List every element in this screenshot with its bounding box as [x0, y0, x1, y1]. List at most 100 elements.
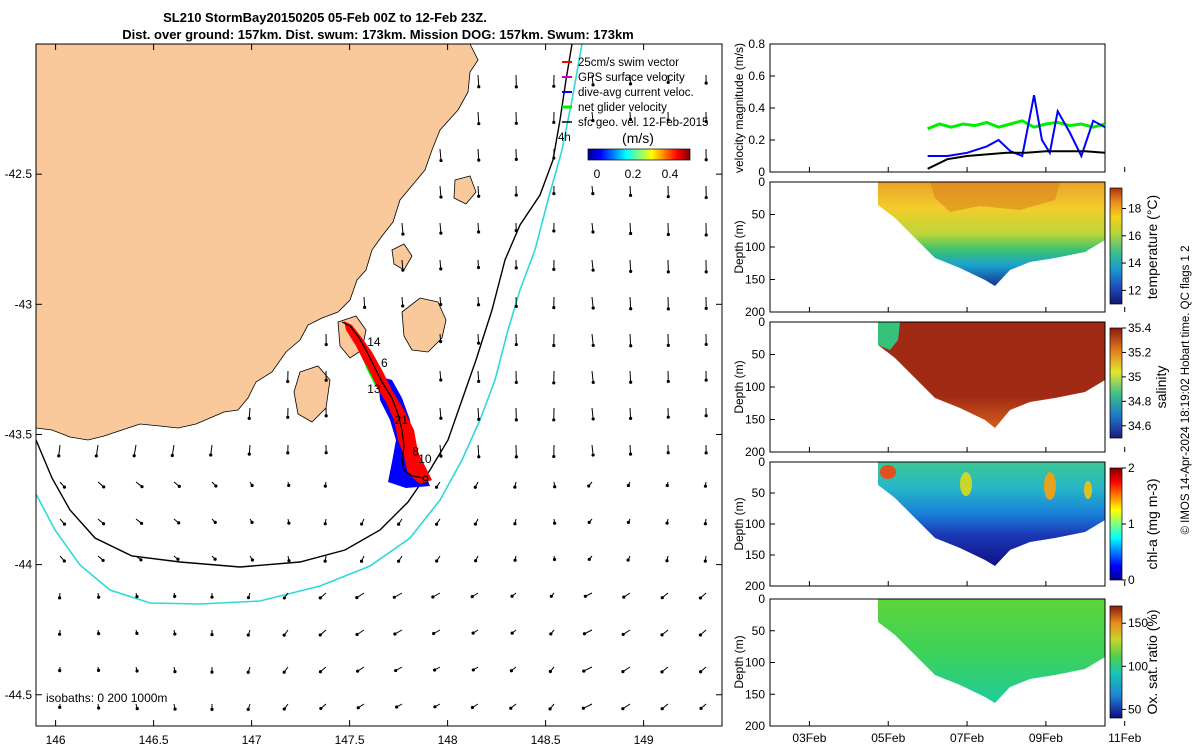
sfc-vector-head — [58, 705, 62, 709]
sfc-vector-head — [513, 558, 517, 562]
colorbar-tick-label: 14 — [1128, 256, 1142, 270]
sfc-vector-head — [514, 455, 518, 459]
velocity-panel-frame — [769, 43, 1106, 173]
sfc-vector-head — [439, 158, 443, 163]
sfc-vector — [583, 703, 593, 709]
sfc-vector-head — [704, 158, 708, 162]
time-tick-label: 09Feb — [1029, 731, 1063, 745]
map-colorbar-tick-0: 0 — [594, 167, 601, 181]
sfc-vector-head — [96, 668, 101, 672]
sfc-vector-head — [704, 306, 708, 310]
sfc-vector-head — [582, 632, 587, 636]
sfc-velocity-vectors — [57, 74, 708, 711]
velocity-series-line — [927, 119, 1106, 131]
sfc-vector-head — [393, 632, 397, 636]
depth-tick-label: 100 — [745, 240, 765, 254]
sfc-vector-head — [552, 381, 556, 385]
sfc-vector-head — [704, 451, 708, 455]
land-peninsula-east — [401, 297, 447, 353]
sfc-vector-head — [549, 632, 553, 636]
sfc-vector-head — [213, 520, 217, 524]
sfc-vector-head — [433, 668, 437, 672]
depth-tick-label: 100 — [745, 656, 765, 670]
sfc-vector-head — [552, 120, 556, 124]
sfc-vector-head — [318, 670, 323, 674]
figure-title-line2: Dist. over ground: 157km. Dist. swum: 17… — [122, 27, 634, 42]
velocity-series-line — [927, 150, 1106, 170]
sfc-vector — [629, 333, 632, 346]
salinity-y-axis: 0 50 100 150 200 — [745, 315, 775, 459]
map-frame — [35, 43, 723, 727]
salinity-colorbar — [1109, 327, 1123, 439]
sfc-vector-head — [282, 596, 286, 600]
depth-tick-label: 150 — [745, 687, 765, 701]
depth-tick-label: 50 — [752, 486, 766, 500]
track-day-label: 13 — [367, 382, 381, 396]
sfc-vector-head — [629, 416, 633, 420]
sfc-vector-head — [628, 117, 633, 121]
depth-tick-label: 0 — [758, 315, 765, 329]
sfc-vector-head — [591, 192, 595, 196]
map-ytick-label: -43 — [15, 297, 33, 311]
sfc-vector-head — [629, 344, 633, 348]
sfc-vector-head — [250, 520, 254, 524]
salinity-colorbar-ticks: 34.6 34.8 35 35.2 35.4 — [1122, 321, 1152, 433]
map-colorbar-title: (m/s) — [622, 130, 654, 146]
sfc-vector-head — [510, 631, 514, 635]
sfc-vector-head — [58, 669, 62, 673]
sfc-vector-head — [173, 594, 177, 598]
map-colorbar — [587, 148, 691, 161]
sfc-vector — [477, 74, 480, 87]
sfc-vector-head — [553, 485, 557, 489]
sfc-vector-head — [323, 522, 327, 526]
sfc-vector-head — [250, 558, 255, 562]
sfc-vector-head — [439, 339, 443, 344]
sfc-vector-head — [57, 454, 61, 458]
legend-hour-label: 4h — [558, 132, 571, 144]
sfc-vector-head — [626, 558, 630, 562]
velocity-ytick-label: 0.2 — [748, 133, 765, 147]
track-day-label: 21 — [395, 413, 409, 427]
sfc-vector-head — [628, 193, 633, 197]
sfc-vector-head — [396, 559, 401, 563]
sfc-vector-head — [666, 118, 670, 122]
colorbar-tick-label: 35 — [1128, 370, 1142, 384]
sfc-vector-head — [135, 594, 139, 599]
sfc-vector-head — [704, 378, 708, 382]
sfc-vector-head — [591, 268, 595, 272]
salinity-colorbar-label: salinity — [1153, 366, 1169, 409]
sfc-vector-head — [660, 596, 664, 600]
sfc-vector-head — [514, 304, 518, 308]
chlorophyll-bloom-2 — [960, 472, 972, 496]
sfc-vector-head — [287, 483, 291, 488]
depth-tick-label: 0 — [758, 175, 765, 189]
colorbar-tick-label: 35.2 — [1128, 345, 1152, 359]
depth-tick-label: 0 — [758, 592, 765, 606]
isobath-200m — [36, 44, 573, 568]
sfc-vector-head — [282, 707, 286, 711]
sfc-vector-head — [355, 669, 360, 673]
sfc-vector-head — [510, 594, 514, 598]
sfc-vector-head — [323, 484, 327, 488]
sfc-vector-head — [552, 267, 556, 271]
depth-tick-label: 200 — [745, 719, 765, 733]
depth-tick-label: 150 — [745, 548, 765, 562]
oxygen-colorbar-ticks: 50 100 150 — [1122, 616, 1148, 716]
sfc-vector-head — [552, 191, 556, 196]
map-xtick-label: 148 — [438, 733, 458, 747]
sfc-vector-head — [355, 632, 359, 637]
oxygen-section-fill — [878, 599, 1105, 703]
sfc-vector-head — [439, 302, 443, 307]
sfc-vector-head — [318, 596, 322, 600]
sfc-vector-head — [435, 559, 439, 563]
isobath-1000m — [36, 44, 583, 605]
sfc-vector-head — [476, 265, 481, 270]
velocity-ytick-label: 0.6 — [748, 69, 765, 83]
sfc-vector — [439, 444, 442, 457]
sfc-vector-head — [213, 557, 217, 561]
sfc-vector-head — [666, 307, 670, 311]
sfc-vector-head — [552, 84, 556, 88]
sfc-vector-head — [101, 558, 105, 563]
map-ytick-label: -44.5 — [5, 688, 33, 702]
depth-tick-label: 200 — [745, 579, 765, 593]
